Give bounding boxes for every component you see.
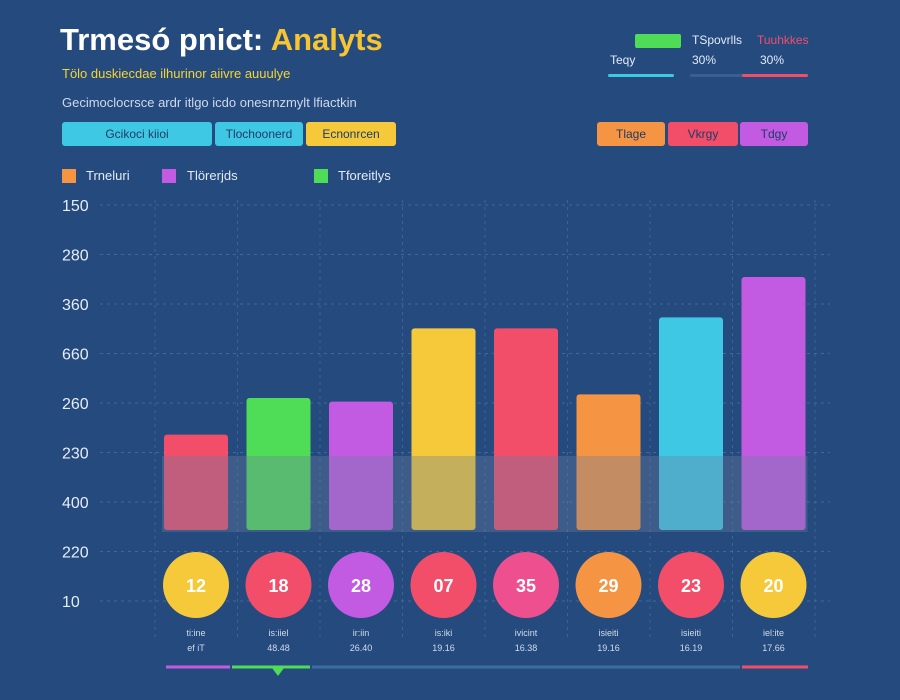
caption-top: iel:ite [763,628,784,638]
y-tick-label: 280 [62,248,89,265]
value-circle [740,552,807,618]
top-legend-value-3: 30% [760,53,785,67]
legend-label-2: Tlörerjds [187,168,238,183]
y-tick-label: 360 [62,297,89,314]
top-legend-label-1: TSpovrlls [692,33,743,47]
title-highlight: Analyts [270,22,383,57]
overlay-band [162,456,808,532]
legend-label-3: Tforeitlys [338,168,391,183]
filter-pill-6-label: Tdgy [760,127,788,141]
value-circle [163,552,229,618]
value-circle [658,552,724,618]
value-circle-label: 29 [598,576,618,596]
value-circle [493,552,559,618]
y-tick-label: 660 [62,347,89,364]
bar [411,328,476,530]
caption-top: is:iki [435,628,453,638]
top-legend-indicator-2 [690,74,756,77]
filter-pill-3[interactable]: Ecnonrcen [306,122,396,146]
caption-bottom: 26.40 [350,643,373,653]
legend-swatch-3 [314,169,328,183]
page-subtitle: Tölo duskiecdae ilhurinor aiivre auuulye [62,66,291,81]
filter-pill-2[interactable]: Tlochoonerd [215,122,303,146]
legend-swatch-1 [62,169,76,183]
caption-bottom: 17.66 [762,643,785,653]
caption-bottom: 19.16 [432,643,455,653]
y-tick-label: 230 [62,446,89,463]
caption-bottom: 16.19 [680,643,703,653]
filter-pill-1-label: Gcikoci kiioi [105,127,169,141]
filter-pill-1[interactable]: Gcikoci kiioi [62,122,212,146]
filter-pill-3-label: Ecnonrcen [322,127,380,141]
bar [494,328,558,530]
filter-pill-5[interactable]: Vkrgy [668,122,738,146]
caption-bottom: 16.38 [515,643,538,653]
top-legend-swatch [635,34,681,48]
caption-bottom: 48.48 [267,643,290,653]
bar [576,394,641,530]
value-circle [328,552,394,618]
y-tick-label: 220 [62,545,89,562]
top-legend-indicator-1 [608,74,674,77]
title-main: Trmesó pnict: [60,22,264,57]
value-circle-label: 12 [186,576,206,596]
value-circle [245,552,312,618]
value-circle-label: 18 [268,576,288,596]
top-legend-value-1: Teqy [610,53,636,67]
caption-bottom: 19.16 [597,643,620,653]
value-circle-label: 23 [681,576,701,596]
value-circle-label: 20 [763,576,783,596]
top-legend-label-2: Tuuhkkes [757,33,809,47]
caption-top: is:iiel [268,628,288,638]
page-title: Trmesó pnict: Analyts [60,22,383,58]
value-circle-label: 28 [351,576,371,596]
filter-pill-2-label: Tlochoonerd [225,127,293,141]
caption-bottom: ef iT [187,643,205,653]
filter-pill-6[interactable]: Tdgy [740,122,808,146]
filter-pill-4-label: Tlage [615,127,647,141]
timeline-marker [272,668,284,676]
bar [246,398,311,530]
bar [659,317,723,530]
top-legend-indicator-3 [742,74,808,77]
page-description: Gecimoclocrsce ardr itlgo icdo onesrnzmy… [62,95,357,110]
value-circle-label: 35 [516,576,536,596]
value-circle-label: 07 [433,576,453,596]
legend-label-1: Trneluri [86,168,130,183]
bar [164,434,228,530]
top-legend-value-2: 30% [692,53,717,67]
caption-top: ti:ine [186,628,205,638]
value-circle [410,552,477,618]
filter-pill-5-label: Vkrgy [687,127,719,141]
value-circle [575,552,642,618]
caption-top: ir:iin [353,628,370,638]
y-tick-label: 150 [62,198,89,215]
y-tick-label: 10 [62,594,80,611]
caption-top: ivicint [515,628,538,638]
caption-top: isieiti [598,628,618,638]
bar [329,401,393,530]
y-tick-label: 400 [62,495,89,512]
caption-top: isieiti [681,628,701,638]
legend-swatch-2 [162,169,176,183]
bar [741,277,806,530]
y-tick-label: 260 [62,396,89,413]
filter-pill-4[interactable]: Tlage [597,122,665,146]
